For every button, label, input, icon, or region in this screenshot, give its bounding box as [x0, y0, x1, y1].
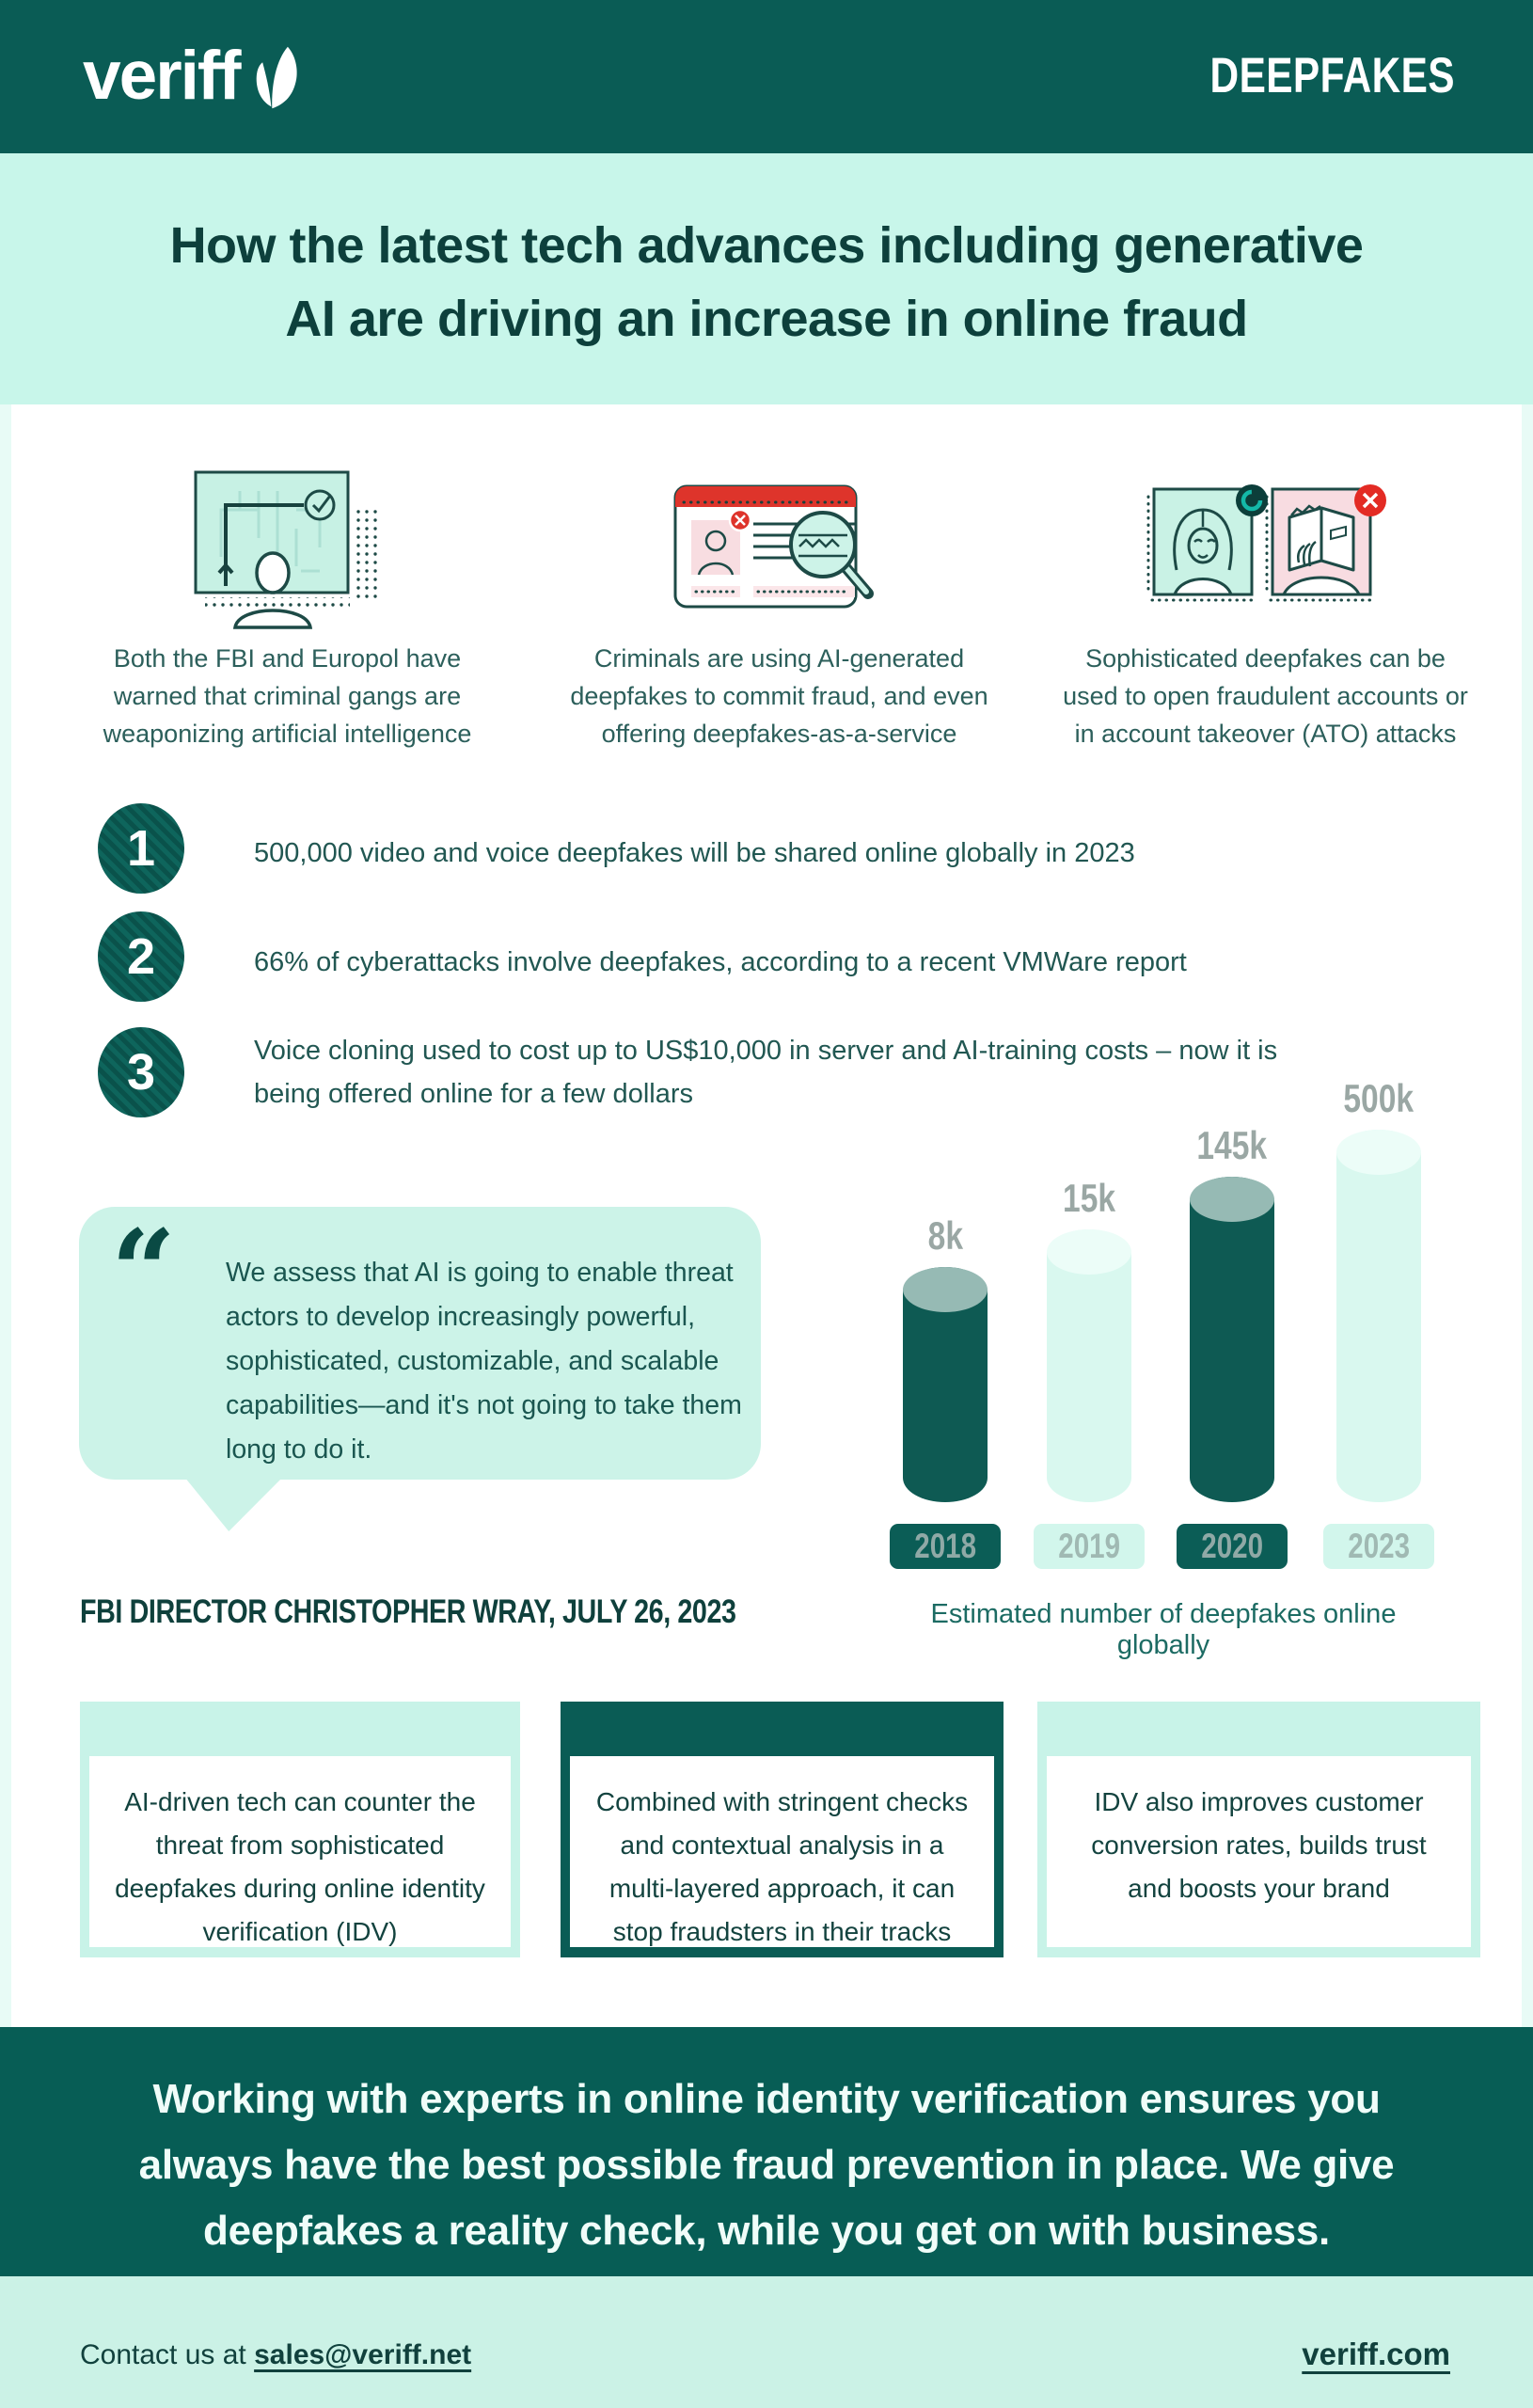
chart-bar-2020: [1190, 1177, 1274, 1502]
benefit-box-panel: Combined with stringent checks and conte…: [570, 1756, 994, 1947]
fact-text: 500,000 video and voice deepfakes will b…: [254, 838, 1135, 868]
report-title: DEEPFAKES: [1210, 48, 1456, 103]
year-chip: 2020: [1177, 1524, 1288, 1569]
chart-bar-2023: [1336, 1130, 1421, 1502]
benefit-box-text: AI-driven tech can counter the threat fr…: [115, 1787, 485, 1946]
cylinder-top: [1336, 1130, 1421, 1175]
year-chip: 2023: [1323, 1524, 1434, 1569]
intro-card-text: Criminals are using AI-generated deepfak…: [570, 644, 988, 748]
id-card-magnifier-icon: [671, 475, 887, 626]
quote-text: We assess that AI is going to enable thr…: [226, 1258, 742, 1465]
fact-number-badge: 3: [98, 1027, 184, 1117]
veriff-logo: veriff: [83, 36, 298, 117]
real-vs-fake-account-icon: [1141, 478, 1390, 621]
header-bar: veriff DEEPFAKES: [0, 0, 1533, 153]
monitor-maze-check-icon: [179, 467, 395, 632]
contact-prefix: Contact us at: [80, 2339, 255, 2370]
chart-bar-2018: [903, 1267, 988, 1502]
benefit-box: IDV also improves customer conversion ra…: [1037, 1702, 1480, 1957]
quote-bubble: [79, 1207, 761, 1480]
bar-value-label: 15k: [1062, 1176, 1116, 1220]
bar-value-label: 500k: [1343, 1076, 1414, 1120]
cylinder-top: [1190, 1177, 1274, 1222]
benefit-box-text: Combined with stringent checks and conte…: [595, 1787, 969, 1946]
fact-text: 66% of cyberattacks involve deepfakes, a…: [254, 947, 1187, 977]
year-chip: 2019: [1034, 1524, 1145, 1569]
bar-value-label: 8k: [927, 1213, 963, 1258]
closing-banner-text: Working with experts in online identity …: [138, 2076, 1395, 2254]
footer-bar: [0, 2276, 1533, 2408]
contact-line: Contact us at sales@veriff.net: [80, 2339, 471, 2371]
quote-mark-icon: “: [111, 1205, 177, 1338]
quote-attribution: FBI DIRECTOR CHRISTOPHER WRAY, JULY 26, …: [80, 1593, 736, 1630]
benefit-box: Combined with stringent checks and conte…: [561, 1702, 1004, 1957]
year-chip: 2018: [890, 1524, 1001, 1569]
bar-value-label: 145k: [1196, 1123, 1268, 1167]
intro-card-text: Sophisticated deepfakes can be used to o…: [1063, 644, 1468, 748]
fact-number-badge: 2: [98, 911, 184, 1002]
benefit-box-text: IDV also improves customer conversion ra…: [1091, 1787, 1427, 1903]
fact-number-badge: 1: [98, 803, 184, 894]
benefit-box-panel: AI-driven tech can counter the threat fr…: [89, 1756, 511, 1947]
benefit-box-panel: IDV also improves customer conversion ra…: [1047, 1756, 1471, 1947]
closing-banner: [0, 2027, 1533, 2276]
cylinder-top: [1047, 1229, 1131, 1275]
fact-text: Voice cloning used to cost up to US$10,0…: [254, 1036, 1278, 1109]
benefit-box: AI-driven tech can counter the threat fr…: [80, 1702, 520, 1957]
veriff-leaf-icon: [253, 43, 298, 111]
veriff-wordmark: veriff: [83, 38, 242, 114]
intro-card-text: Both the FBI and Europol have warned tha…: [103, 644, 472, 748]
chart-bar-2019: [1047, 1229, 1131, 1502]
headline-band: [0, 153, 1533, 404]
chart-caption: Estimated number of deepfakes online glo…: [930, 1599, 1397, 1660]
website-link[interactable]: veriff.com: [1302, 2337, 1450, 2371]
contact-email-link[interactable]: sales@veriff.net: [254, 2339, 472, 2370]
cylinder-top: [903, 1267, 988, 1312]
page-title: How the latest tech advances including g…: [169, 217, 1364, 347]
